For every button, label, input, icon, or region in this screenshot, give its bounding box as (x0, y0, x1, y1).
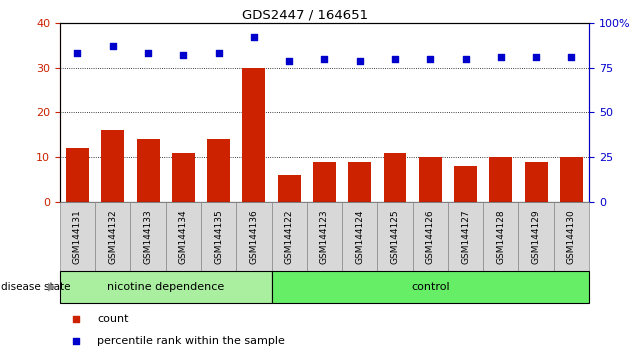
Point (178, 52, 188, 58)
Point (108, 44, 118, 49)
Point (72, 51, 83, 56)
Bar (278, 175, 301, 202)
Bar (525, 161, 547, 202)
Text: disease state: disease state (1, 282, 70, 292)
Bar (448, 202, 483, 271)
Bar (207, 139, 230, 202)
Bar (172, 153, 195, 202)
Point (531, 54, 541, 60)
Bar (236, 202, 272, 271)
Bar (518, 202, 554, 271)
Text: GSM144124: GSM144124 (355, 209, 364, 263)
Bar (272, 202, 307, 271)
Text: GSM144134: GSM144134 (179, 209, 188, 264)
Text: GDS2447 / 164651: GDS2447 / 164651 (243, 9, 369, 22)
Bar (95, 202, 130, 271)
Text: GSM144125: GSM144125 (391, 209, 399, 264)
Bar (384, 153, 406, 202)
Text: GSM144135: GSM144135 (214, 209, 223, 264)
Point (143, 51, 153, 56)
Bar (554, 202, 589, 271)
Bar (342, 202, 377, 271)
Text: GSM144136: GSM144136 (249, 209, 258, 264)
Bar (166, 202, 201, 271)
Text: GSM144126: GSM144126 (426, 209, 435, 264)
Text: GSM144132: GSM144132 (108, 209, 117, 264)
Point (496, 54, 506, 60)
Point (464, 222, 474, 228)
Text: GSM144129: GSM144129 (532, 209, 541, 264)
Bar (313, 161, 336, 202)
Text: GSM144130: GSM144130 (567, 209, 576, 264)
Bar (454, 166, 477, 202)
Point (214, 51, 224, 56)
Bar (348, 161, 371, 202)
Bar (60, 202, 95, 271)
Bar (130, 202, 166, 271)
Text: GSM144123: GSM144123 (320, 209, 329, 264)
Bar (413, 202, 448, 271)
Point (284, 58, 294, 63)
Bar (137, 139, 159, 202)
Bar (560, 157, 583, 202)
Text: GSM144128: GSM144128 (496, 209, 505, 264)
Point (355, 58, 365, 63)
Point (461, 56, 471, 62)
Bar (201, 202, 236, 271)
Bar (101, 130, 124, 202)
Text: GSM144131: GSM144131 (73, 209, 82, 264)
Text: nicotine dependence: nicotine dependence (107, 282, 224, 292)
Point (425, 56, 435, 62)
Bar (377, 202, 413, 271)
Bar (243, 68, 265, 202)
Bar (307, 202, 342, 271)
Point (249, 34, 259, 40)
Point (464, 25, 474, 31)
Bar (60, 271, 272, 303)
Text: GSM144133: GSM144133 (144, 209, 152, 264)
Bar (483, 202, 518, 271)
Point (390, 56, 400, 62)
Text: ▶: ▶ (48, 282, 57, 292)
Bar (490, 157, 512, 202)
Text: GSM144127: GSM144127 (461, 209, 470, 264)
Point (319, 56, 329, 62)
Text: count: count (97, 314, 129, 324)
Text: control: control (411, 282, 450, 292)
Point (566, 54, 576, 60)
Text: GSM144122: GSM144122 (285, 209, 294, 263)
Bar (419, 157, 442, 202)
Bar (66, 148, 89, 202)
Text: percentile rank within the sample: percentile rank within the sample (97, 336, 285, 346)
Bar (272, 271, 589, 303)
